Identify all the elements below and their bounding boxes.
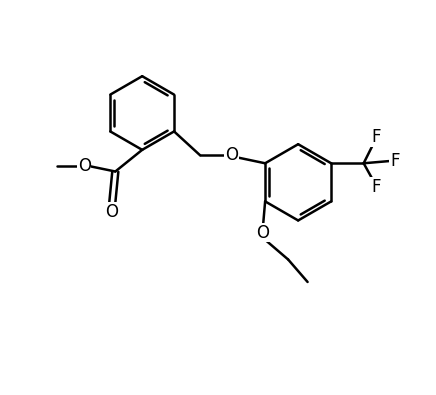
Text: O: O (225, 146, 238, 164)
Text: F: F (371, 128, 381, 146)
Text: F: F (371, 178, 381, 196)
Text: O: O (256, 224, 269, 242)
Text: O: O (78, 157, 91, 175)
Text: F: F (390, 152, 400, 170)
Text: O: O (106, 203, 118, 221)
